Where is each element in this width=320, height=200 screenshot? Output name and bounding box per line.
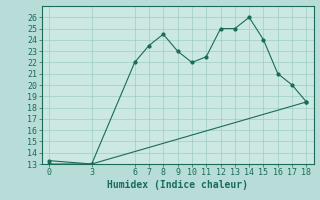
X-axis label: Humidex (Indice chaleur): Humidex (Indice chaleur) <box>107 180 248 190</box>
